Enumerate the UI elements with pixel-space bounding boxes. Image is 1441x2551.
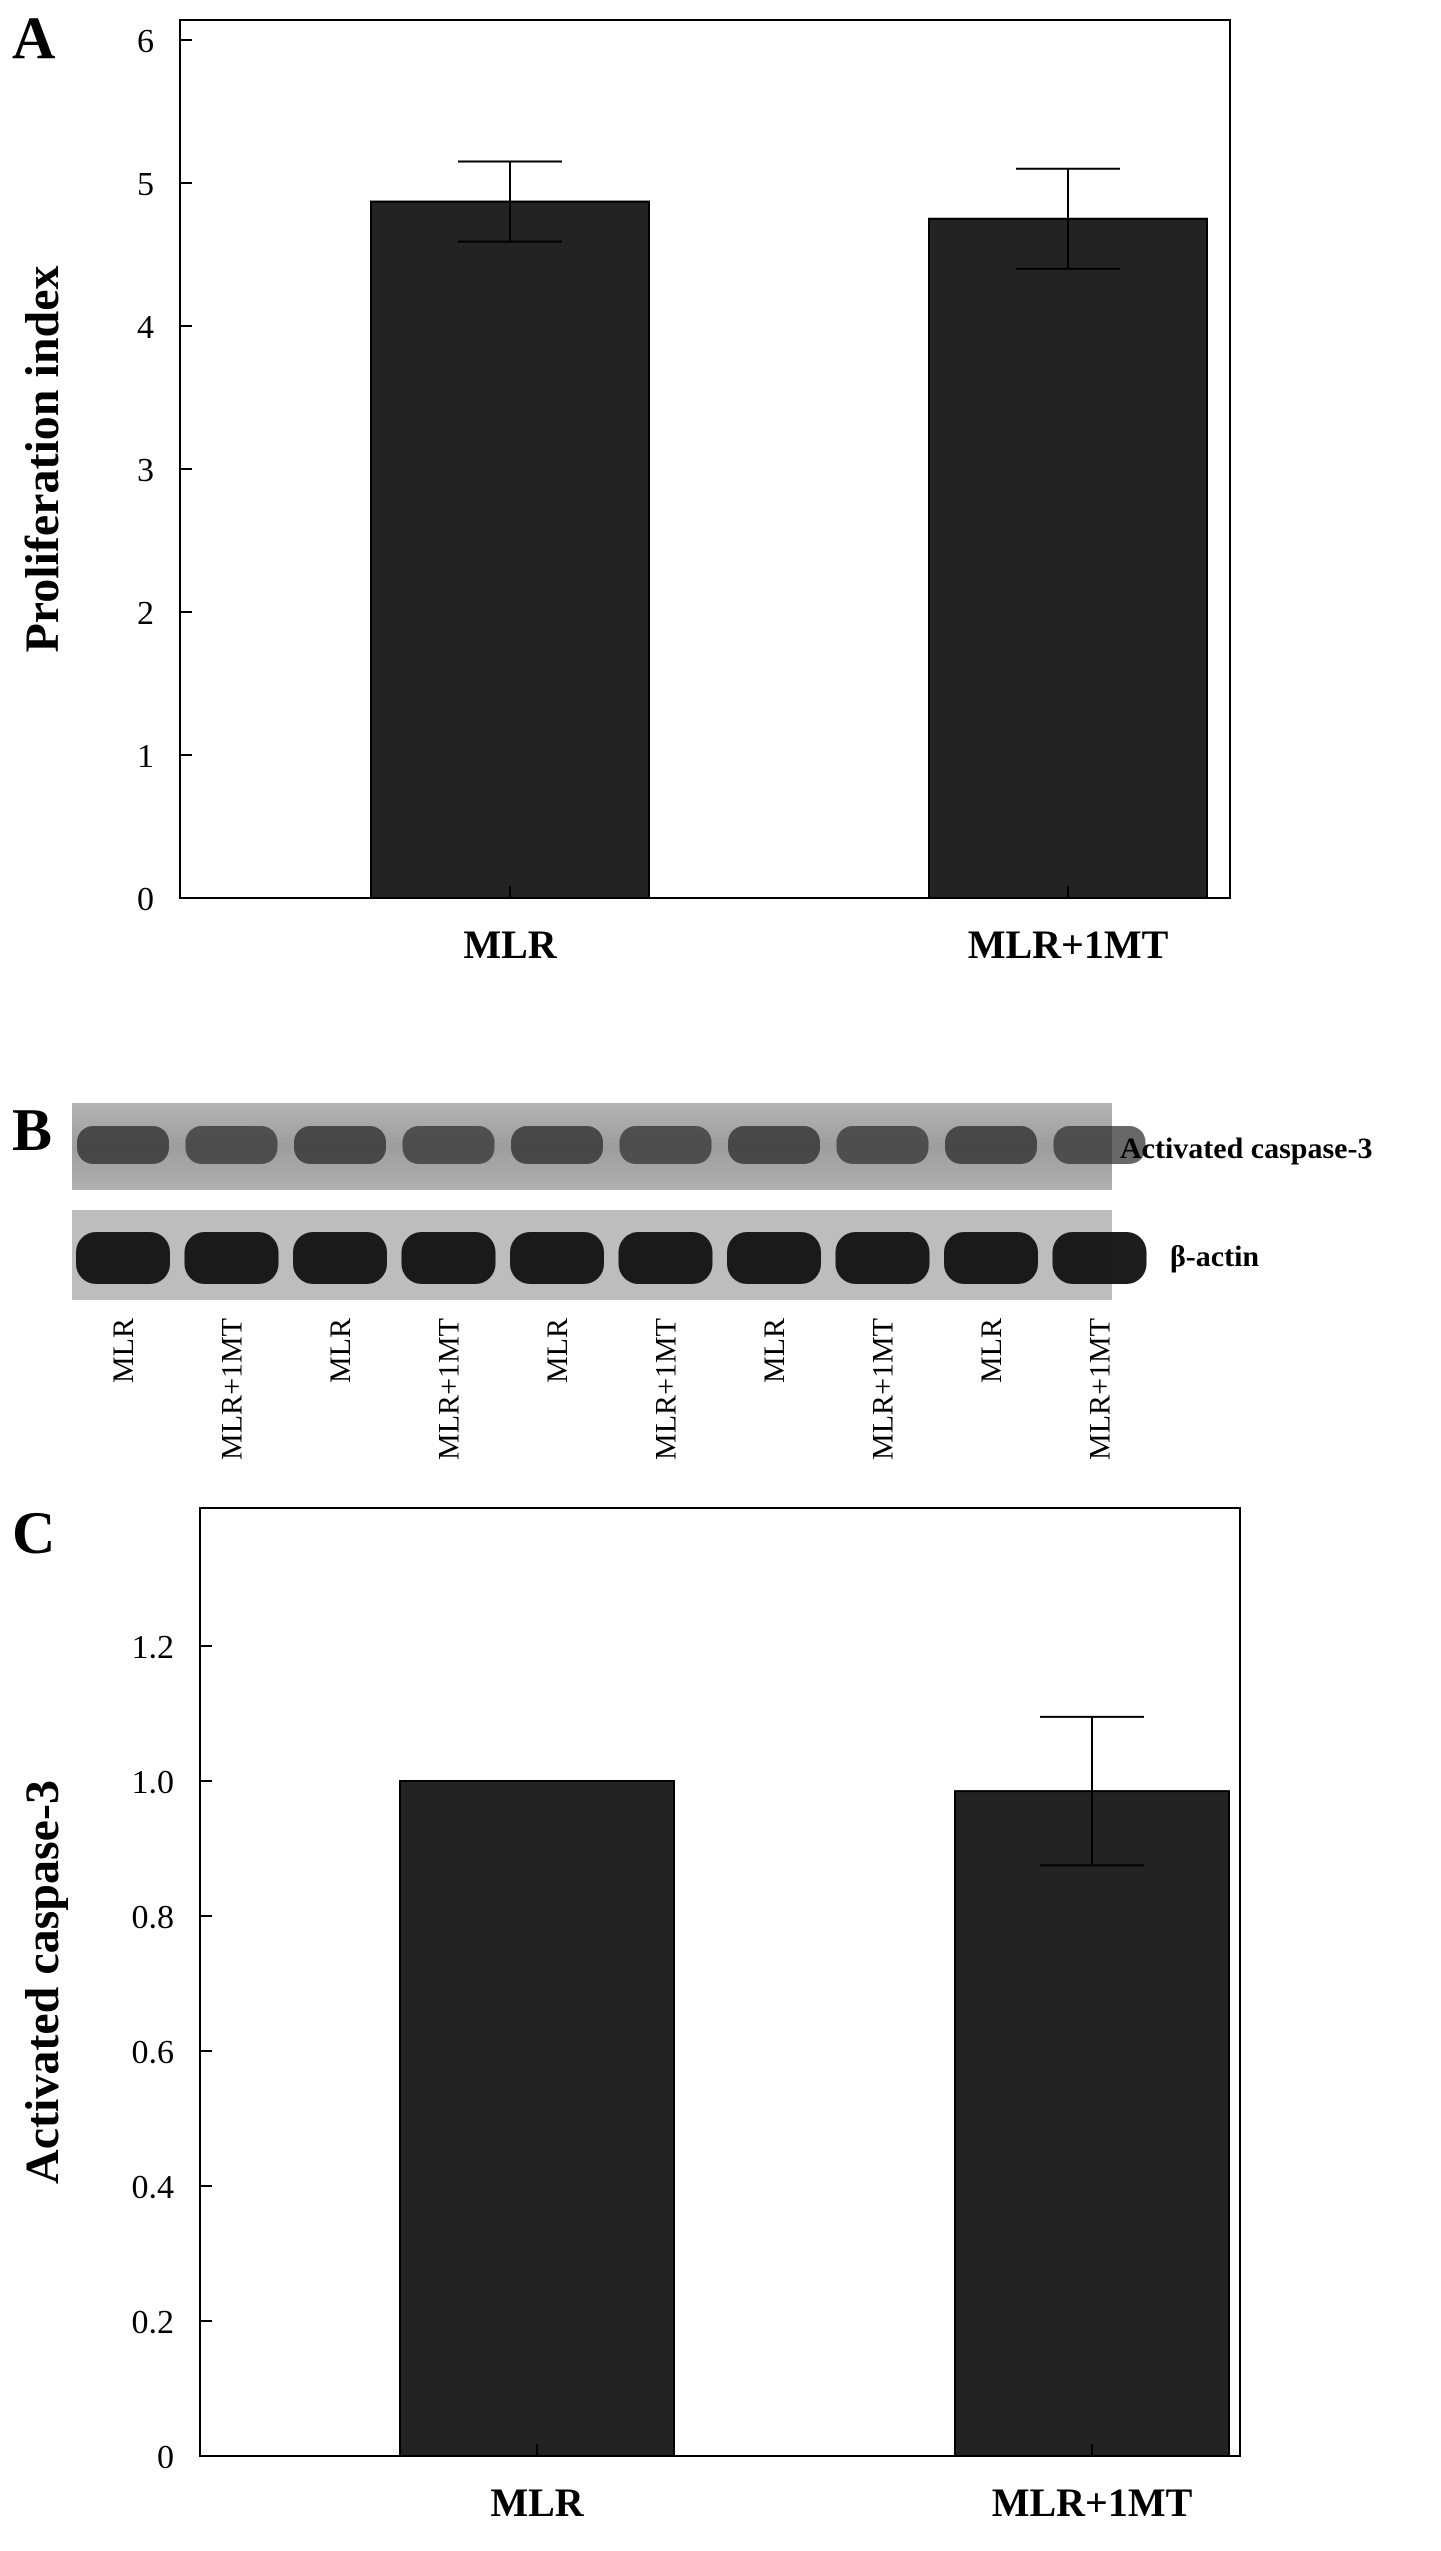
actin-band (401, 1232, 496, 1284)
chart-c-x-tick-label: MLR+1MT (992, 2480, 1193, 2525)
lane-label: MLR (107, 1318, 140, 1383)
chart-c-y-tick-label: 0.6 (132, 2034, 175, 2071)
panel-c: C Activated caspase-3 0 0.2 0.4 0.6 0.8 1.0 1.… (12, 1500, 1241, 2525)
actin-band (1052, 1232, 1147, 1284)
lane-labels: MLR MLR+1MT MLR MLR+1MT MLR MLR+1MT MLR MLR+1MT… (107, 1318, 1117, 1460)
chart-a-ylabel: Proliferation index (16, 265, 69, 652)
chart-a-y-tick-label: 0 (137, 881, 154, 918)
lane-label: MLR+1MT (1084, 1318, 1117, 1460)
chart-a-bar-mlr (370, 200, 650, 899)
panel-c-letter: C (12, 1500, 55, 1566)
panel-b: B Activated caspase-3 β-actin MLR MLR+1MT… (12, 1097, 1372, 1460)
actin-band (510, 1232, 604, 1284)
chart-a-y-tick-label: 3 (137, 452, 154, 489)
actin-band (835, 1232, 930, 1284)
chart-c-frame (199, 1507, 1241, 2457)
panel-a: A Proliferation index 0 1 2 3 4 5 6 MLR MLR+1MT (12, 5, 1231, 967)
chart-a-y-tick-label: 5 (137, 166, 154, 203)
lane-label: MLR+1MT (216, 1318, 249, 1460)
actin-band (727, 1232, 821, 1284)
chart-a-y-ticks: 0 1 2 3 4 5 6 (137, 23, 192, 918)
caspase3-band (728, 1126, 820, 1164)
panel-b-letter: B (12, 1097, 52, 1163)
caspase3-band (1053, 1126, 1146, 1164)
lane-label: MLR (541, 1318, 574, 1383)
chart-a-x-tick-label: MLR+1MT (968, 922, 1169, 967)
lane-label: MLR+1MT (867, 1318, 900, 1460)
caspase3-band (185, 1126, 278, 1164)
chart-c-bar-mlr (399, 1780, 675, 2457)
actin-band (76, 1232, 170, 1284)
chart-c-y-tick-label: 0 (157, 2439, 174, 2476)
chart-c-y-tick-label: 1.0 (132, 1764, 175, 1801)
lane-label: MLR (324, 1318, 357, 1383)
lane-label: MLR+1MT (433, 1318, 466, 1460)
chart-a-bar-mlr-1mt (928, 217, 1208, 899)
actin-band (184, 1232, 279, 1284)
chart-c-y-tick-label: 1.2 (132, 1629, 175, 1666)
caspase3-band (402, 1126, 495, 1164)
chart-c-categories: MLR MLR+1MT (490, 2444, 1193, 2525)
actin-band (618, 1232, 713, 1284)
chart-a-frame (179, 19, 1231, 899)
caspase3-band (77, 1126, 169, 1164)
caspase3-band (511, 1126, 603, 1164)
chart-c-bars (399, 1715, 1230, 2457)
actin-band (293, 1232, 387, 1284)
chart-c-x-tick-label: MLR (490, 2480, 584, 2525)
chart-c-ylabel: Activated caspase-3 (16, 1780, 69, 2184)
chart-a-y-tick-label: 2 (137, 595, 154, 632)
chart-c-y-tick-label: 0.8 (132, 1899, 175, 1936)
actin-band (944, 1232, 1038, 1284)
chart-c-y-ticks: 0 0.2 0.4 0.6 0.8 1.0 1.2 (132, 1629, 212, 2476)
chart-a-y-tick-label: 1 (137, 738, 154, 775)
chart-a-bars (370, 160, 1208, 899)
chart-a-y-tick-label: 6 (137, 23, 154, 60)
chart-a-categories: MLR MLR+1MT (463, 886, 1169, 967)
chart-c-bar-mlr-1mt (954, 1790, 1230, 2457)
blot-actin-bands (76, 1232, 1147, 1284)
panel-a-letter: A (12, 5, 55, 71)
caspase3-band (945, 1126, 1037, 1164)
lane-label: MLR (975, 1318, 1008, 1383)
lane-label: MLR+1MT (650, 1318, 683, 1460)
chart-c-y-tick-label: 0.4 (132, 2169, 175, 2206)
caspase3-band (619, 1126, 712, 1164)
chart-a-y-tick-label: 4 (137, 309, 154, 346)
caspase3-band (836, 1126, 929, 1164)
blot-actin-label: β-actin (1170, 1240, 1259, 1273)
lane-label: MLR (758, 1318, 791, 1383)
chart-c-y-tick-label: 0.2 (132, 2304, 175, 2341)
blot-caspase3-label: Activated caspase-3 (1120, 1132, 1372, 1165)
blot-caspase3-bands (77, 1126, 1146, 1164)
caspase3-band (294, 1126, 386, 1164)
chart-a-x-tick-label: MLR (463, 922, 557, 967)
